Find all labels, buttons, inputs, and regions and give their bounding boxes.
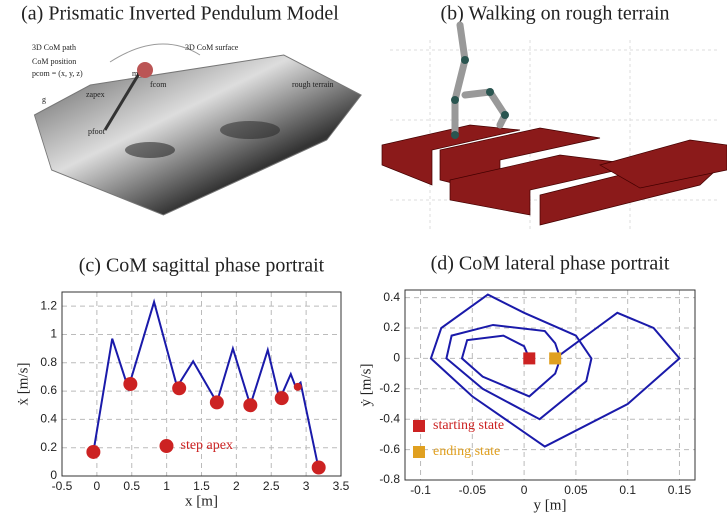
legend-label: step apex (181, 438, 233, 453)
x-tick-label: 3.5 (333, 479, 350, 493)
panel-b: (b) Walking on rough terrain (382, 3, 727, 230)
marker (123, 377, 137, 391)
y-tick-label: -0.2 (379, 381, 400, 395)
terrain-shade (125, 142, 175, 158)
page: (a) Prismatic Inverted Pendulum Model 3D… (0, 0, 727, 513)
blocks (382, 125, 727, 225)
y-tick-label: 0 (50, 468, 57, 482)
x-tick-label: 0 (521, 483, 528, 497)
marker (275, 391, 289, 405)
chart-title: (d) CoM lateral phase portrait (431, 253, 670, 275)
terrain-shade (220, 121, 280, 139)
marker (549, 352, 561, 364)
y-tick-label: -0.6 (379, 442, 400, 456)
robot (455, 25, 505, 135)
y-tick-label: 0.4 (383, 290, 400, 304)
label: 3D CoM surface (185, 43, 239, 52)
x-tick-label: 0.15 (668, 483, 692, 497)
x-tick-label: 0.5 (123, 479, 140, 493)
y-tick-label: -0.4 (379, 411, 400, 425)
label: CoM position (32, 57, 76, 66)
mass (137, 62, 153, 78)
marker (294, 383, 302, 391)
panel-title: (a) Prismatic Inverted Pendulum Model (21, 3, 339, 25)
label: fcom (150, 80, 167, 89)
x-axis-label: x [m] (185, 493, 218, 509)
panel-title: (b) Walking on rough terrain (440, 3, 669, 25)
y-tick-label: 0.2 (383, 320, 400, 334)
label: 3D CoM path (32, 43, 76, 52)
marker (243, 398, 257, 412)
marker (312, 461, 326, 475)
x-tick-label: 1.5 (193, 479, 210, 493)
x-tick-label: 2.5 (263, 479, 280, 493)
legend-marker (413, 446, 425, 458)
x-tick-label: 3 (303, 479, 310, 493)
x-tick-label: 0.1 (619, 483, 636, 497)
y-tick-label: -0.8 (379, 472, 400, 486)
panel-a: (a) Prismatic Inverted Pendulum Model 3D… (21, 3, 361, 215)
label: zapex (86, 90, 105, 99)
y-axis-label: ẏ [m/s] (358, 364, 374, 407)
y-tick-label: 0.6 (40, 383, 57, 397)
x-tick-label: -0.1 (410, 483, 431, 497)
label: rough terrain (292, 80, 334, 89)
marker (210, 395, 224, 409)
legend-label: starting state (433, 418, 504, 433)
y-axis-label: ẋ [m/s] (15, 363, 31, 406)
label: pcom = (x, y, z) (32, 69, 83, 78)
marker (523, 352, 535, 364)
y-tick-label: 0.8 (40, 355, 57, 369)
figure: (a) Prismatic Inverted Pendulum Model 3D… (0, 0, 727, 513)
y-tick-label: 0.2 (40, 440, 57, 454)
label: pfoot (88, 127, 106, 136)
x-tick-label: 0 (94, 479, 101, 493)
x-tick-label: 2 (233, 479, 240, 493)
x-tick-label: -0.05 (459, 483, 487, 497)
y-tick-label: 0 (393, 351, 400, 365)
label: m (132, 69, 139, 78)
marker (172, 381, 186, 395)
label: g (42, 95, 46, 104)
chart-title: (c) CoM sagittal phase portrait (79, 255, 325, 277)
y-tick-label: 0.4 (40, 412, 57, 426)
legend-marker (413, 420, 425, 432)
marker (86, 445, 100, 459)
x-tick-label: 0.05 (564, 483, 588, 497)
y-tick-label: 1.2 (40, 298, 57, 312)
legend-label: ending state (433, 444, 500, 459)
x-axis-label: y [m] (534, 497, 567, 513)
x-tick-label: 1 (163, 479, 170, 493)
y-tick-label: 1 (50, 327, 57, 341)
legend-marker (160, 439, 174, 453)
